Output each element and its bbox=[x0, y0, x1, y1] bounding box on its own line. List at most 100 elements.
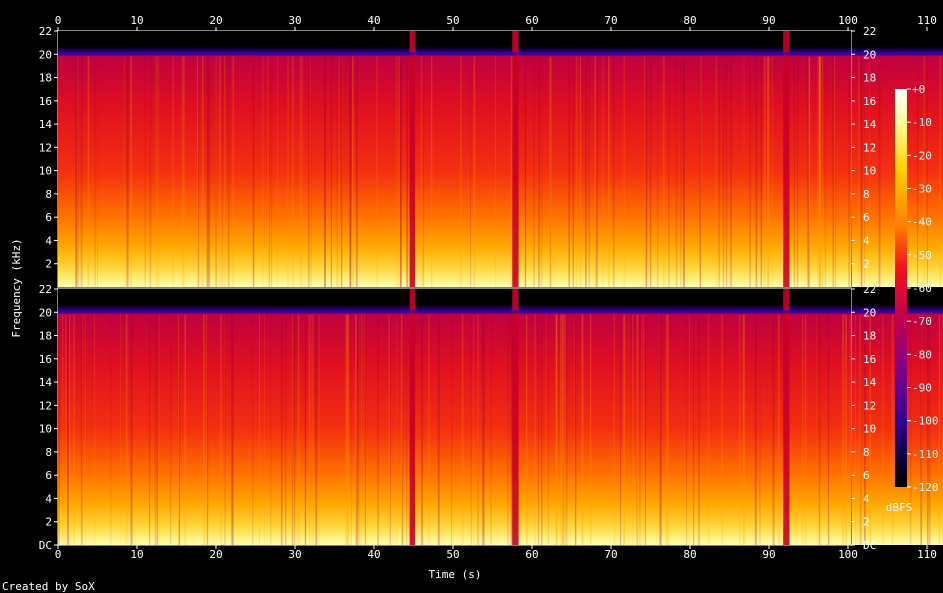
spectral-streak bbox=[797, 56, 799, 287]
spectral-streak bbox=[345, 314, 347, 545]
y-tick-label-right: 14 bbox=[863, 118, 877, 131]
spectral-streak bbox=[590, 314, 592, 545]
spectral-streak bbox=[722, 56, 725, 287]
spectral-streak bbox=[82, 314, 83, 545]
spectral-streak bbox=[127, 56, 129, 287]
spectral-streak bbox=[742, 314, 745, 545]
spectral-streak bbox=[581, 314, 584, 545]
spectral-streak bbox=[641, 314, 643, 545]
spectral-streak bbox=[341, 56, 343, 287]
spectral-streak bbox=[206, 56, 209, 287]
spectral-streak bbox=[158, 314, 160, 545]
spectral-streak bbox=[451, 314, 453, 545]
spectral-streak bbox=[324, 56, 326, 287]
colorbar-tick-label: -120 bbox=[912, 481, 939, 494]
spectral-streak bbox=[215, 56, 218, 287]
spectral-streak bbox=[126, 56, 128, 287]
spectral-streak bbox=[357, 314, 358, 545]
spectral-streak bbox=[304, 314, 306, 545]
spectral-streak bbox=[259, 314, 260, 545]
spectral-streak bbox=[181, 56, 184, 287]
spectral-streak bbox=[232, 56, 234, 287]
spectral-streak bbox=[572, 56, 574, 287]
spectral-streak bbox=[349, 56, 352, 287]
spectral-streak bbox=[428, 314, 430, 545]
colorbar-tick-label: -90 bbox=[912, 382, 932, 395]
y-tick-label-right: 8 bbox=[863, 446, 870, 459]
y-tick-label-right: 12 bbox=[863, 141, 876, 154]
spectral-streak bbox=[80, 314, 83, 545]
spectral-streak bbox=[338, 56, 340, 287]
quiet-segment bbox=[783, 31, 790, 287]
y-tick-label-left: 4 bbox=[45, 234, 52, 247]
y-tick-label-left: 18 bbox=[39, 330, 52, 343]
spectral-streak bbox=[730, 56, 732, 287]
spectral-streak bbox=[197, 56, 199, 287]
spectral-streak bbox=[124, 56, 125, 287]
spectral-streak bbox=[639, 314, 641, 545]
spectral-streak bbox=[645, 314, 646, 545]
x-tick-label-bottom: 40 bbox=[367, 548, 380, 561]
spectral-streak bbox=[262, 56, 264, 287]
spectral-streak bbox=[541, 314, 543, 545]
spectral-streak bbox=[308, 56, 310, 287]
spectral-streak bbox=[352, 56, 353, 287]
spectral-streak bbox=[568, 56, 570, 287]
spectral-streak bbox=[636, 314, 638, 545]
spectral-streak bbox=[224, 314, 226, 545]
x-tick-label-bottom: 60 bbox=[525, 548, 538, 561]
channel-2 bbox=[58, 289, 943, 545]
spectral-streak bbox=[680, 56, 682, 287]
x-tick-label-top: 60 bbox=[525, 14, 538, 27]
spectral-streak bbox=[359, 314, 361, 545]
spectral-streak bbox=[484, 314, 485, 545]
y-tick-label-left: 16 bbox=[39, 95, 52, 108]
spectral-streak bbox=[613, 314, 615, 545]
spectral-streak bbox=[224, 56, 226, 287]
spectral-streak bbox=[461, 314, 464, 545]
spectral-streak bbox=[860, 56, 863, 287]
x-tick-label-bottom: 0 bbox=[55, 548, 62, 561]
spectral-streak bbox=[154, 314, 156, 545]
spectral-streak bbox=[659, 314, 661, 545]
y-tick-label-right: 6 bbox=[863, 211, 870, 224]
spectral-streak bbox=[938, 314, 940, 545]
spectral-streak bbox=[482, 314, 484, 545]
quiet-segment bbox=[409, 289, 416, 545]
y-tick-label-left: 22 bbox=[39, 25, 52, 38]
spectral-streak bbox=[270, 314, 272, 545]
spectral-streak bbox=[926, 314, 929, 545]
y-tick-label-left: 2 bbox=[45, 516, 52, 529]
spectral-streak bbox=[351, 314, 352, 545]
spectral-streak bbox=[268, 56, 271, 287]
y-tick-label-right: 16 bbox=[863, 95, 876, 108]
spectral-streak bbox=[562, 314, 564, 545]
spectrogram-band bbox=[58, 289, 943, 545]
spectral-streak bbox=[340, 56, 343, 287]
spectral-streak bbox=[859, 314, 861, 545]
cutoff-line bbox=[58, 52, 943, 56]
spectral-streak bbox=[395, 56, 398, 287]
x-axis-top: 0102030405060708090100110120130140150160… bbox=[55, 14, 937, 31]
spectral-streak bbox=[869, 56, 871, 287]
spectral-streak bbox=[808, 56, 811, 287]
spectral-streak bbox=[271, 56, 273, 287]
quiet-segment bbox=[409, 31, 416, 287]
spectral-streak bbox=[364, 314, 365, 545]
spectral-streak bbox=[252, 314, 254, 545]
x-tick-label-top: 70 bbox=[604, 14, 617, 27]
spectral-streak bbox=[207, 314, 209, 545]
plot-frames bbox=[57, 30, 852, 546]
spectral-streak bbox=[276, 56, 279, 287]
spectral-streak bbox=[545, 314, 547, 545]
spectral-streak bbox=[668, 56, 670, 287]
spectral-streak bbox=[510, 314, 513, 545]
y-tick-label-right: 12 bbox=[863, 399, 876, 412]
spectral-streak bbox=[353, 56, 354, 287]
spectral-streak bbox=[596, 56, 598, 287]
spectral-streak bbox=[525, 56, 526, 287]
spectral-streak bbox=[94, 314, 95, 545]
x-tick-label-bottom: 70 bbox=[604, 548, 617, 561]
spectral-streak bbox=[827, 314, 830, 545]
spectral-streak bbox=[125, 314, 128, 545]
